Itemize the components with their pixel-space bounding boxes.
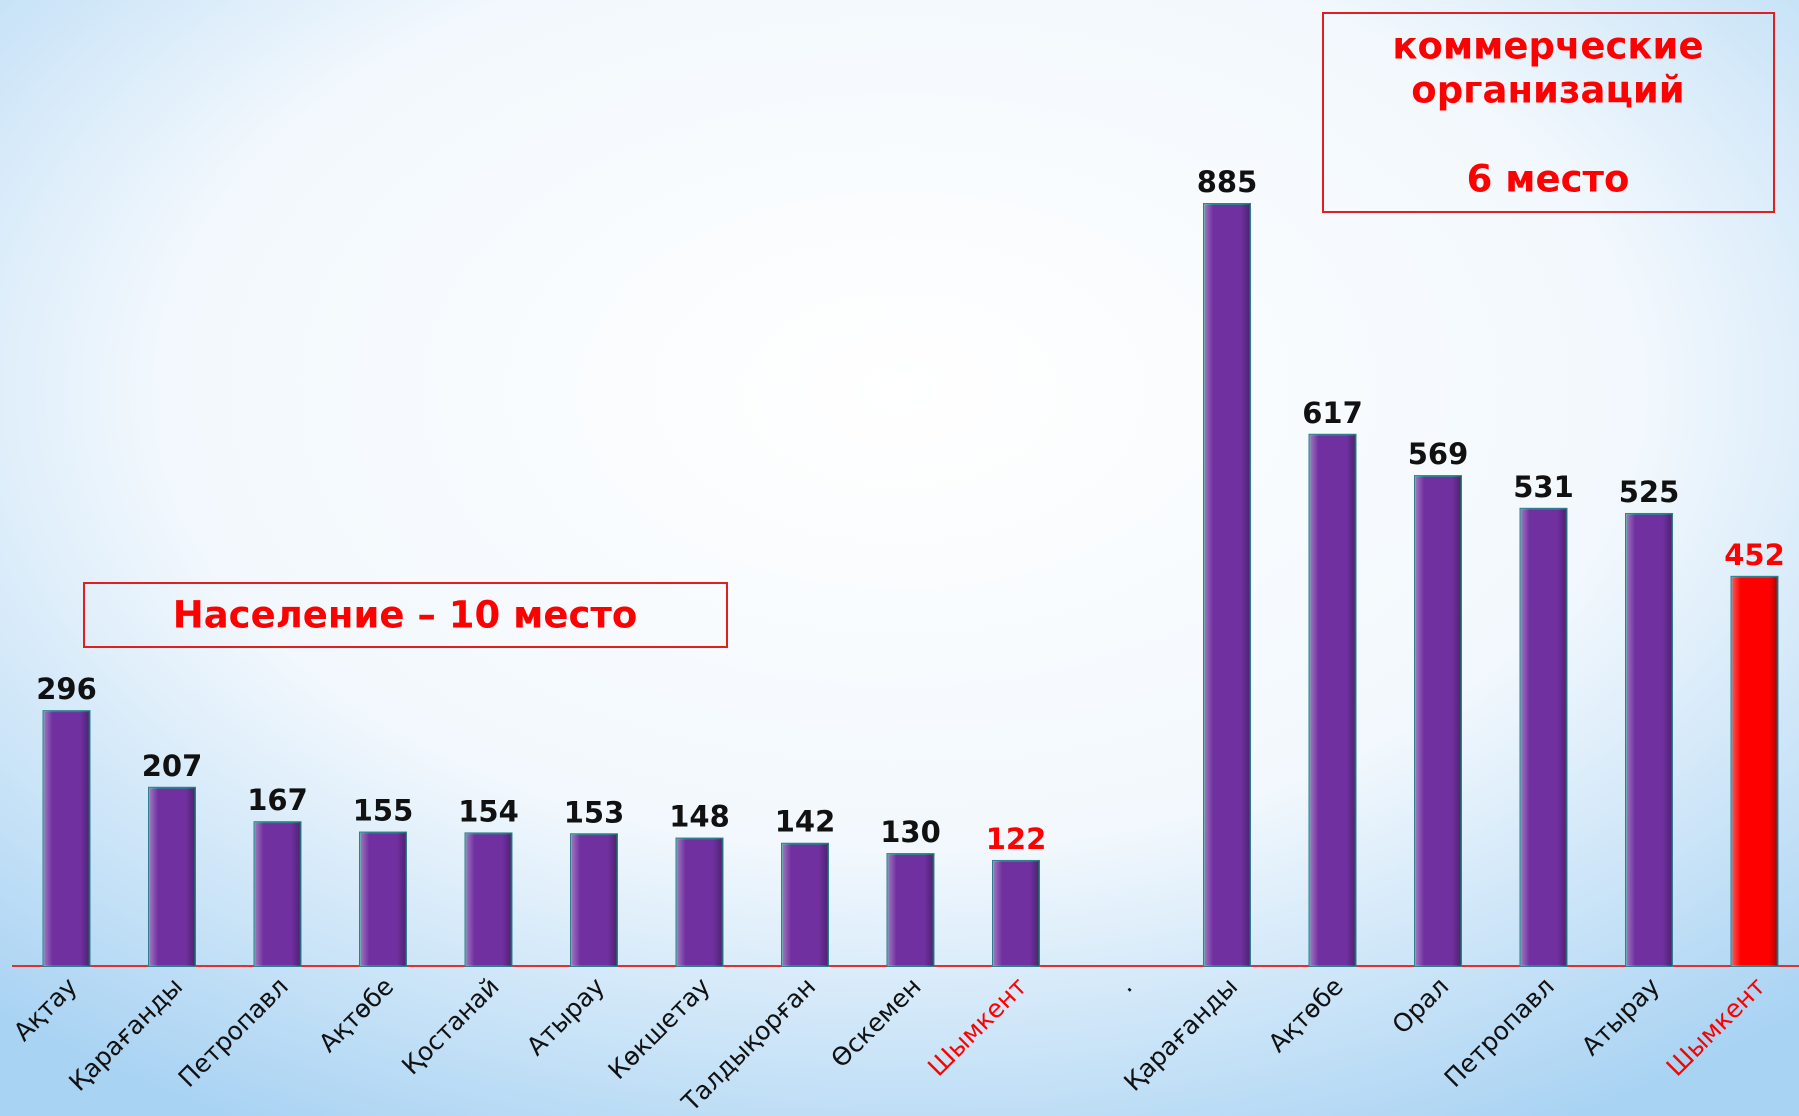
bar-shade [1309, 434, 1356, 966]
bar-shade [254, 822, 301, 966]
bar-shade [887, 854, 934, 966]
value-label: 296 [36, 672, 97, 706]
value-label: 207 [142, 749, 203, 783]
annotation: коммерческие [1392, 25, 1703, 68]
annotation: организаций [1411, 69, 1684, 112]
value-label: 155 [353, 794, 414, 828]
annotation: Население – 10 место [173, 594, 638, 637]
value-label: 148 [669, 800, 730, 834]
value-label: 130 [880, 815, 941, 849]
bar-shade [1520, 508, 1567, 966]
value-label: 167 [247, 783, 308, 817]
value-label: 531 [1513, 470, 1574, 504]
value-label: 452 [1724, 538, 1785, 572]
value-label: 122 [986, 822, 1047, 856]
value-label: 154 [458, 794, 519, 828]
bar-shade [465, 833, 512, 966]
annotation-box [83, 582, 728, 648]
bar-shade [676, 838, 723, 966]
value-label: 885 [1197, 165, 1258, 199]
bar-shade [149, 787, 195, 966]
bar-shade [571, 834, 617, 966]
bar-shade [1731, 576, 1778, 966]
value-label: 617 [1302, 396, 1363, 430]
annotation-box [1322, 12, 1775, 213]
value-label: 142 [775, 805, 836, 839]
bar-shade [782, 843, 828, 966]
bar-shade [360, 832, 406, 966]
value-label: 525 [1619, 475, 1680, 509]
value-label: 569 [1408, 437, 1469, 471]
bar-shade [1626, 513, 1672, 966]
bar-shade [1204, 204, 1250, 966]
bar-shade [43, 711, 90, 966]
bar-shade [993, 860, 1039, 966]
bar-shade [1415, 476, 1461, 966]
annotation: 6 место [1467, 158, 1630, 201]
value-label: 153 [564, 795, 625, 829]
